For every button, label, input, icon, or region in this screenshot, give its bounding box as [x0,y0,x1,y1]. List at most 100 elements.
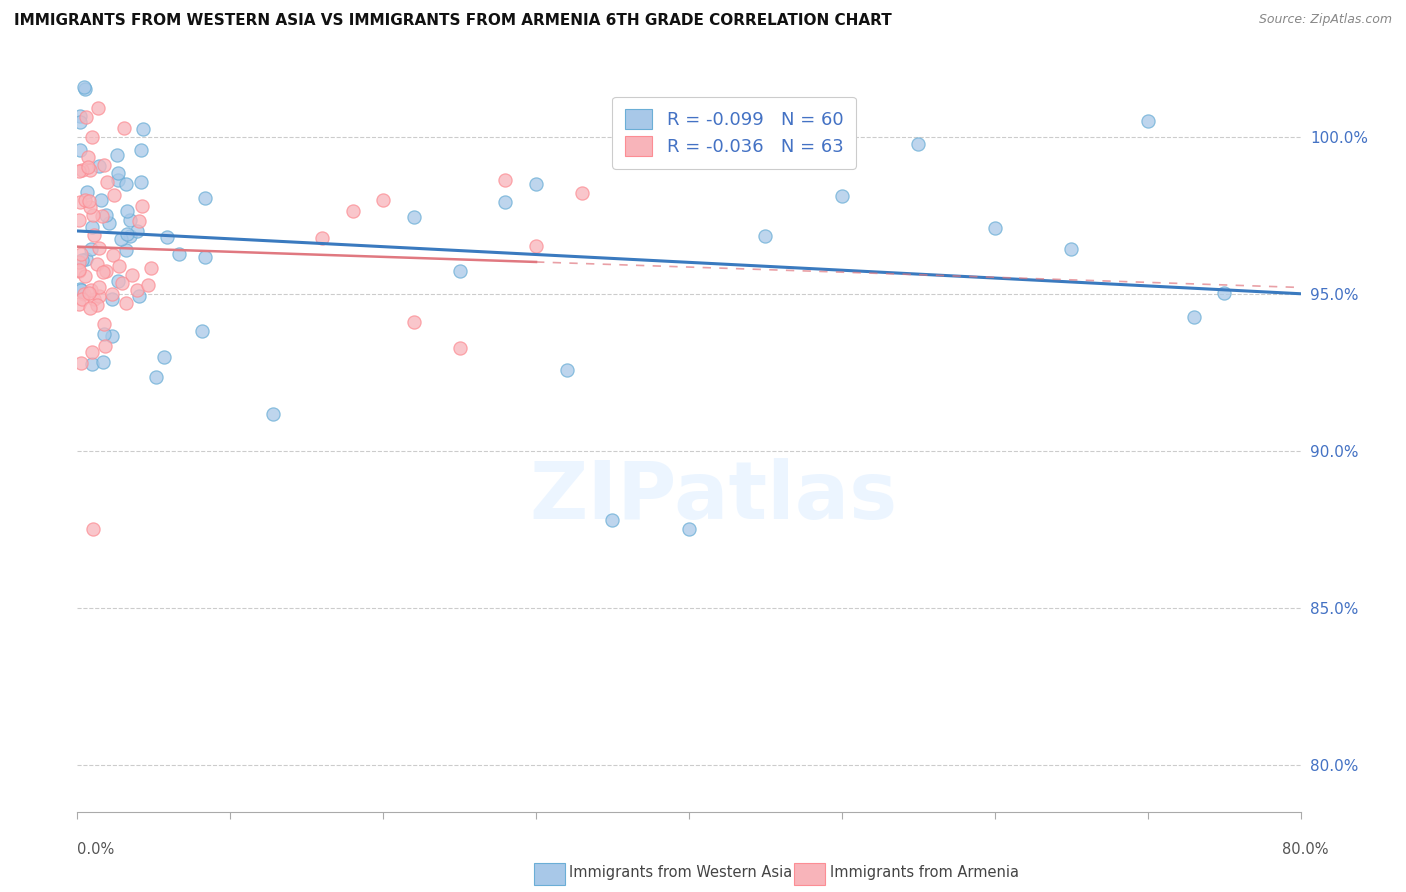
Point [69,194,91,209]
Point [94,208,117,222]
Point [108,259,131,273]
Point [115,296,138,310]
Point [73,287,96,301]
Point [70,252,93,267]
Point [80,283,103,297]
Point [96,263,118,277]
Point [80,345,103,359]
Point [70,356,93,370]
Point [93,327,115,342]
Point [86,101,108,115]
Point [69,114,91,128]
Point [131,122,153,136]
Point [79,194,101,209]
Point [86,298,108,312]
Point [83,292,105,306]
Point [115,243,138,257]
Point [82,522,104,536]
Point [110,276,132,290]
Point [524,239,547,253]
Point [75,193,97,207]
Point [831,189,853,203]
Point [75,82,97,96]
Point [105,147,128,161]
Point [69,281,91,295]
Point [93,339,115,353]
Point [101,292,124,306]
Point [121,268,143,282]
Point [120,213,142,227]
Point [262,407,284,421]
Point [96,175,118,189]
Point [112,120,135,135]
Point [156,230,179,244]
Point [87,289,110,303]
Point [127,283,149,297]
Point [86,257,108,271]
Point [1213,286,1236,301]
Point [190,324,212,338]
Point [67,297,90,311]
Point [80,357,103,371]
Point [571,186,593,200]
Point [117,203,139,218]
Point [136,277,159,292]
Point [101,248,124,262]
Point [93,158,115,172]
Point [67,263,90,277]
Point [602,513,624,527]
Point [80,242,103,256]
Point [79,301,101,316]
Point [449,264,471,278]
Point [101,328,124,343]
Point [1136,114,1159,128]
Point [402,315,425,329]
Point [1060,242,1083,256]
Point [115,227,138,241]
Point [754,228,776,243]
Point [82,208,104,222]
Point [495,194,517,209]
Point [1182,310,1205,325]
Point [79,200,101,214]
Point [311,231,333,245]
Point [67,213,90,227]
Point [90,209,112,223]
Point [77,161,100,175]
Point [194,250,217,264]
Point [83,228,105,243]
Point [194,191,217,205]
Point [89,242,111,256]
Point [524,177,547,191]
Point [72,293,94,307]
Point [131,199,153,213]
Point [107,166,129,180]
Point [98,215,121,229]
Point [118,229,141,244]
Point [91,265,114,279]
Point [70,246,93,260]
Point [555,363,578,377]
Point [145,370,167,384]
Point [75,110,97,124]
Point [107,274,129,288]
Point [70,283,93,297]
Text: 80.0%: 80.0% [1282,842,1329,856]
Point [87,280,110,294]
Text: ZIPatlas: ZIPatlas [529,458,897,536]
Point [167,246,190,260]
Point [67,255,90,269]
Point [82,219,104,234]
Point [402,210,425,224]
Point [127,224,149,238]
Point [110,231,132,245]
Point [75,252,97,266]
Point [907,136,929,151]
Text: Immigrants from Western Asia: Immigrants from Western Asia [569,865,793,880]
Point [90,193,112,207]
Point [449,341,471,355]
Point [70,162,93,177]
Text: Source: ZipAtlas.com: Source: ZipAtlas.com [1258,13,1392,27]
Point [79,163,101,178]
Point [103,188,125,202]
